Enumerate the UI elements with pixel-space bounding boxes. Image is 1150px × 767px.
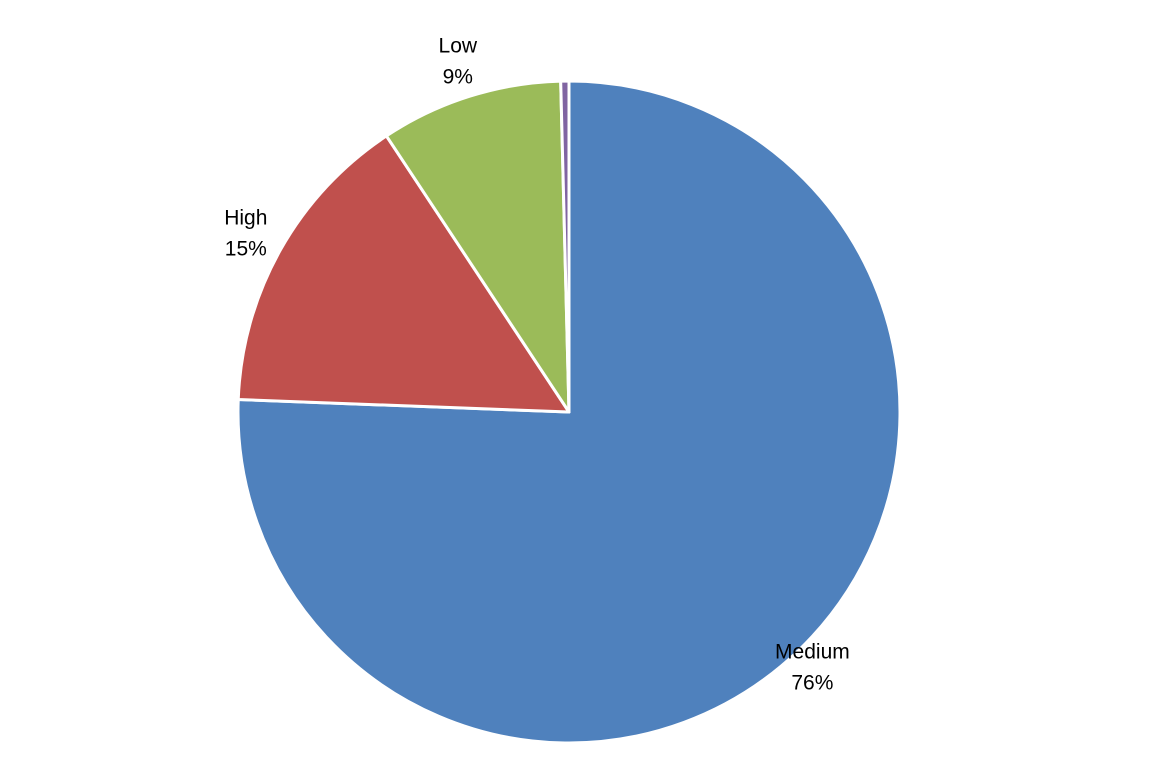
slices-layer bbox=[236, 79, 902, 745]
data-label-category: High bbox=[224, 206, 267, 229]
labels-layer: Medium 76% High 15% Low 9% bbox=[224, 34, 850, 694]
data-label-category: Low bbox=[439, 34, 478, 57]
data-label-high: High 15% bbox=[224, 206, 267, 260]
data-label-medium: Medium 76% bbox=[775, 641, 850, 695]
data-label-percent: 76% bbox=[791, 672, 833, 695]
data-label-percent: 9% bbox=[443, 65, 473, 88]
data-label-low: Low 9% bbox=[439, 34, 478, 88]
data-label-category: Medium bbox=[775, 641, 850, 664]
pie-slice-other bbox=[559, 79, 571, 414]
pie-slice-low bbox=[384, 79, 571, 414]
data-label-percent: 15% bbox=[225, 237, 267, 260]
pie-slice-medium bbox=[236, 79, 902, 745]
pie-slice-high bbox=[236, 134, 571, 414]
